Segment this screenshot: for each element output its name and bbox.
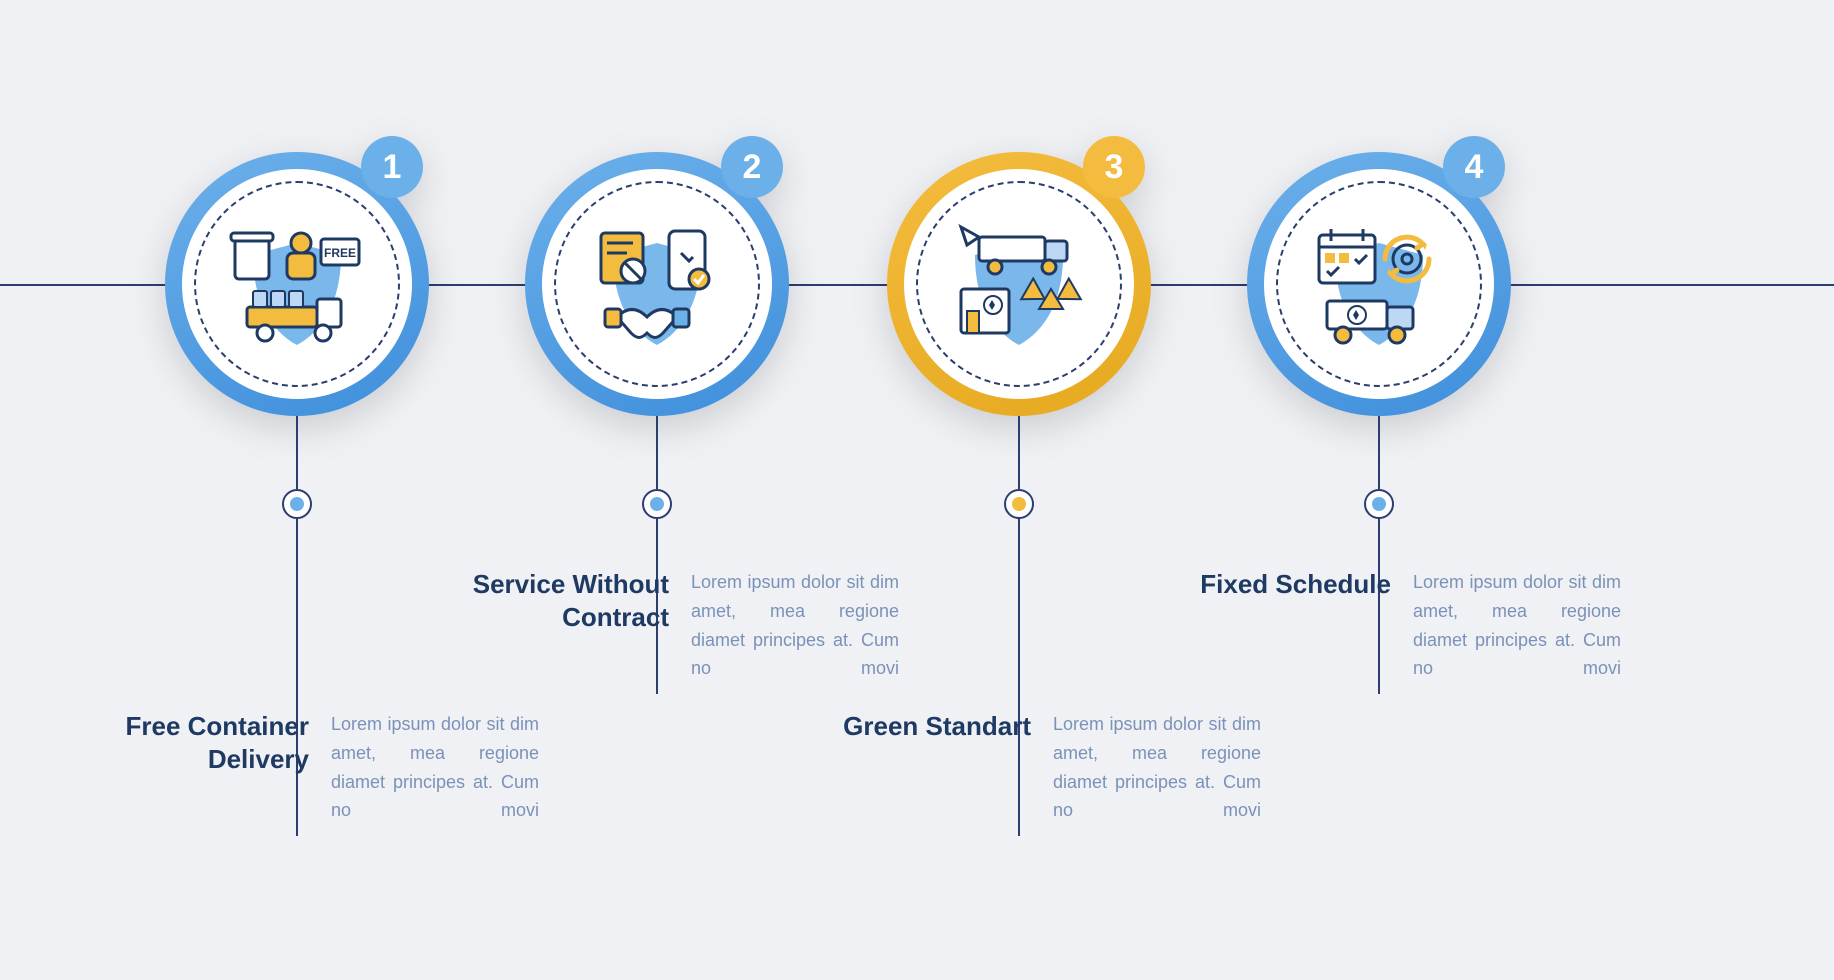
connector-dot	[1372, 497, 1386, 511]
step-description: Lorem ipsum dolor sit dim amet, mea regi…	[1053, 710, 1261, 825]
step-text: Fixed Schedule Lorem ipsum dolor sit dim …	[1161, 568, 1621, 683]
step-4: 4	[1247, 152, 1511, 416]
step-text: Green Standart Lorem ipsum dolor sit dim …	[801, 710, 1261, 825]
contract-icon	[525, 152, 789, 416]
step-text: Free Container Delivery Lorem ipsum dolor…	[79, 710, 539, 825]
step-2: 2	[525, 152, 789, 416]
connector-dot	[1012, 497, 1026, 511]
step-1: 1	[165, 152, 429, 416]
step-title: Fixed Schedule	[1161, 568, 1391, 601]
step-text: Service Without Contract Lorem ipsum dolo…	[439, 568, 899, 683]
step-description: Lorem ipsum dolor sit dim amet, mea regi…	[331, 710, 539, 825]
step-description: Lorem ipsum dolor sit dim amet, mea regi…	[1413, 568, 1621, 683]
ring: 1	[165, 152, 429, 416]
infographic-stage: 1 Free Container Delivery Lorem ipsum dolo…	[0, 0, 1834, 980]
step-3: 3	[887, 152, 1151, 416]
schedule-icon	[1247, 152, 1511, 416]
ring: 2	[525, 152, 789, 416]
connector-dot	[650, 497, 664, 511]
connector-dot	[290, 497, 304, 511]
step-title: Green Standart	[801, 710, 1031, 743]
ring: 3	[887, 152, 1151, 416]
ring: 4	[1247, 152, 1511, 416]
recycle-icon	[887, 152, 1151, 416]
step-title: Service Without Contract	[439, 568, 669, 633]
step-description: Lorem ipsum dolor sit dim amet, mea regi…	[691, 568, 899, 683]
delivery-icon	[165, 152, 429, 416]
step-title: Free Container Delivery	[79, 710, 309, 775]
